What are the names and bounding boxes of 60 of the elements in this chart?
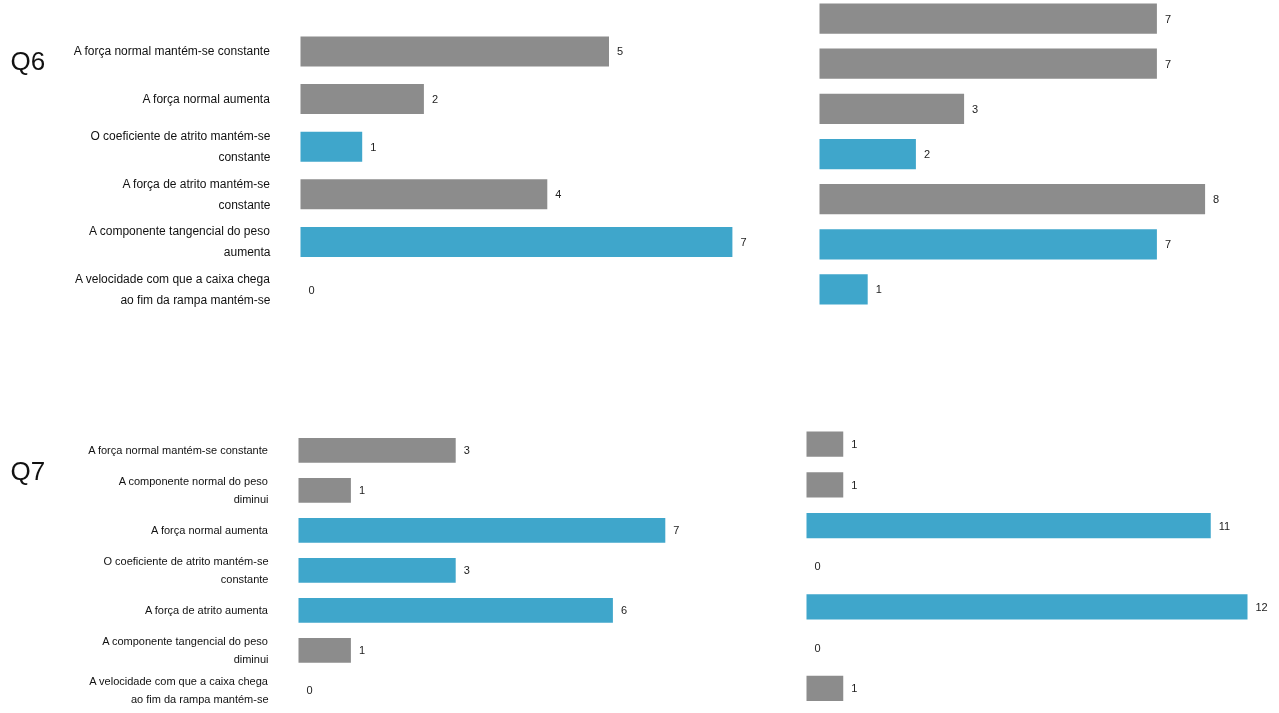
bar	[819, 274, 868, 305]
bar	[298, 597, 613, 623]
data-label: 0	[814, 641, 821, 654]
y-tick-label: A velocidade com que a caixa chega ao fim da rampa mantém-se	[75, 272, 271, 308]
y-tick-label: O coeficiente de atrito mantém-se constante	[103, 555, 269, 586]
data-label: 5	[617, 45, 624, 58]
data-label: 12	[1255, 600, 1268, 613]
bar	[819, 48, 1157, 79]
y-tick-label: A força de atrito mantém-se constante	[122, 176, 271, 212]
bar	[819, 229, 1157, 260]
bar	[300, 36, 609, 67]
data-label: 6	[620, 604, 628, 617]
bar	[300, 179, 548, 210]
data-label: 7	[1164, 57, 1172, 70]
data-label: 3	[972, 102, 979, 115]
y-tick-label: A componente tangencial do peso aumenta	[89, 224, 271, 260]
bar	[298, 637, 351, 663]
text: Q7	[10, 455, 46, 486]
data-label: 1	[851, 478, 858, 491]
y-tick-label: A força normal aumenta	[151, 524, 269, 537]
data-label: 1	[875, 283, 882, 296]
bar	[819, 184, 1206, 215]
bar	[300, 131, 363, 162]
bar	[298, 518, 666, 543]
y-tick-label: O coeficiente de atrito mantém-se constante	[90, 129, 271, 165]
data-label: 8	[1213, 193, 1220, 206]
y-tick-label: A força normal mantém-se constante	[73, 44, 271, 59]
data-label: 1	[358, 644, 366, 657]
data-label: 3	[463, 564, 470, 577]
data-label: 3	[463, 444, 470, 457]
y-tick-label: A componente tangencial do peso diminui	[102, 635, 269, 666]
y-tick-label: A velocidade com que a caixa chega ao fim da rampa mantém-se	[89, 675, 269, 706]
data-label: 1	[370, 140, 377, 153]
data-label: 2	[431, 93, 439, 106]
data-label: 1	[851, 682, 858, 695]
bar	[298, 438, 456, 463]
y-tick-label: A força normal aumenta	[142, 92, 271, 107]
data-label: 0	[308, 283, 315, 296]
y-tick-label: A força de atrito aumenta	[144, 604, 269, 617]
data-label: 4	[555, 188, 562, 201]
data-label: 0	[306, 684, 313, 697]
data-label: 1	[358, 484, 366, 497]
bar	[298, 478, 351, 503]
data-label: 7	[740, 235, 747, 248]
data-label: 11	[1218, 519, 1231, 532]
data-label: 2	[923, 148, 931, 161]
bar	[298, 557, 456, 583]
bar	[300, 226, 733, 257]
text: Q6	[10, 45, 46, 76]
y-tick-label: A força normal mantém-se constante	[88, 444, 268, 457]
bar	[300, 84, 424, 115]
data-label: 7	[673, 524, 680, 537]
data-label: 1	[851, 438, 858, 451]
data-label: 7	[1164, 238, 1172, 251]
y-tick-label: A componente normal do peso diminui	[118, 475, 269, 506]
data-label: 7	[1164, 12, 1172, 25]
bar	[819, 138, 916, 170]
bar	[819, 93, 965, 124]
bar	[819, 3, 1157, 34]
data-label: 0	[814, 560, 821, 573]
